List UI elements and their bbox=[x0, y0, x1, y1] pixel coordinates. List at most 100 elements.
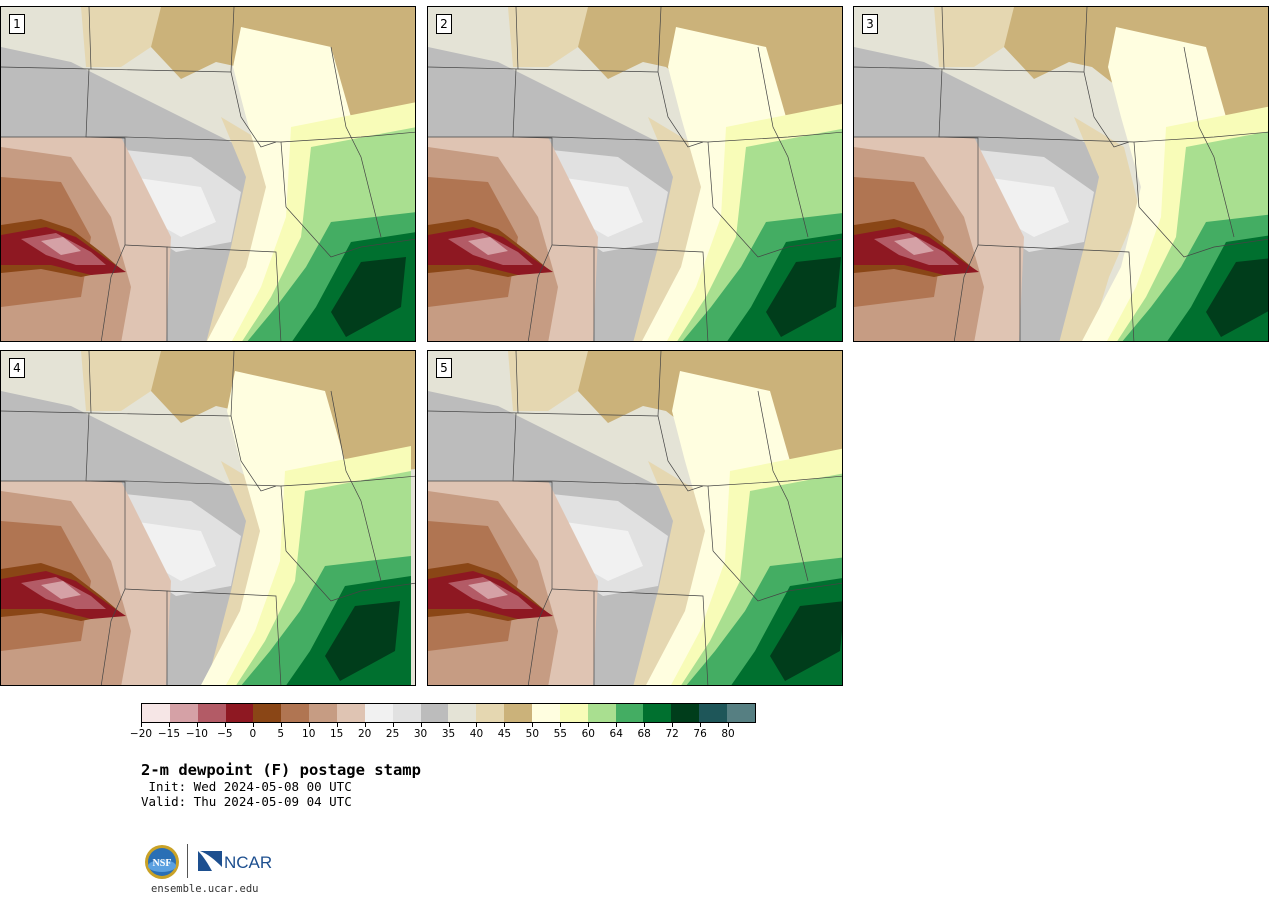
colorbar-tick bbox=[224, 723, 226, 727]
colorbar-swatch bbox=[225, 704, 254, 722]
colorbar-tick bbox=[336, 723, 338, 727]
dewpoint-contour bbox=[207, 27, 351, 341]
state-border bbox=[757, 46, 809, 238]
state-border bbox=[428, 480, 714, 552]
state-border bbox=[1133, 131, 1268, 143]
colorbar-tick bbox=[280, 723, 282, 727]
state-border bbox=[85, 412, 126, 589]
dewpoint-contour bbox=[468, 237, 508, 255]
ensemble-member-panel: 3 bbox=[853, 6, 1269, 342]
colorbar-tick bbox=[588, 723, 590, 727]
state-border bbox=[330, 46, 382, 238]
colorbar-tick-label: 55 bbox=[553, 728, 567, 740]
dewpoint-contour bbox=[81, 351, 161, 411]
ensemble-member-panel: 1 bbox=[0, 6, 416, 342]
colorbar-tick bbox=[504, 723, 506, 727]
panel-number: 2 bbox=[436, 14, 452, 34]
colorbar-swatch bbox=[476, 704, 505, 722]
dewpoint-contour bbox=[201, 371, 345, 685]
dewpoint-contour bbox=[1206, 258, 1268, 337]
colorbar-swatch bbox=[504, 704, 533, 722]
colorbar-ticks: −20 −15 −10 −5 0 5 10 15 20 25 30 35 40 45 50 55 60 64 68 7… bbox=[130, 723, 756, 743]
state-border bbox=[166, 246, 282, 341]
colorbar-swatch bbox=[364, 704, 393, 722]
state-border bbox=[1019, 246, 1135, 341]
dewpoint-contour bbox=[766, 257, 841, 337]
colorbar-swatch bbox=[197, 704, 226, 722]
colorbar-tick-label: 50 bbox=[525, 728, 540, 740]
colorbar-tick bbox=[728, 723, 730, 727]
source-url: ensemble.ucar.edu bbox=[151, 883, 259, 895]
state-border bbox=[1, 136, 287, 208]
colorbar-tick-label: 80 bbox=[721, 728, 735, 740]
colorbar-swatch bbox=[587, 704, 616, 722]
logo-group: NSF NCAR bbox=[144, 842, 274, 882]
colorbar-tick bbox=[700, 723, 702, 727]
state-border bbox=[285, 550, 415, 602]
colorbar-tick bbox=[392, 723, 394, 727]
colorbar-swatch bbox=[559, 704, 588, 722]
colorbar-tick bbox=[364, 723, 366, 727]
colorbar-tick bbox=[252, 723, 254, 727]
dewpoint-contour bbox=[1059, 117, 1139, 341]
panel-number: 3 bbox=[862, 14, 878, 34]
dewpoint-contour bbox=[646, 371, 790, 685]
dewpoint-contour bbox=[331, 257, 406, 337]
colorbar-swatch bbox=[309, 704, 338, 722]
colorbar-swatch bbox=[643, 704, 672, 722]
dewpoint-contour bbox=[770, 601, 842, 681]
state-border bbox=[527, 244, 553, 341]
colorbar-tick bbox=[420, 723, 422, 727]
colorbar-tick bbox=[196, 723, 198, 727]
state-border bbox=[330, 390, 382, 582]
colorbar-swatch bbox=[615, 704, 644, 722]
svg-text:NSF: NSF bbox=[153, 858, 172, 869]
dewpoint-map bbox=[428, 7, 842, 341]
colorbar-tick-label: 5 bbox=[277, 728, 285, 740]
dewpoint-contour bbox=[633, 461, 713, 685]
dewpoint-map bbox=[428, 351, 842, 685]
colorbar-swatch bbox=[448, 704, 477, 722]
dewpoint-contour bbox=[131, 521, 216, 581]
colorbar-tick-label: 20 bbox=[357, 728, 372, 740]
dewpoint-contour bbox=[41, 237, 81, 255]
dewpoint-contour bbox=[894, 237, 934, 255]
colorbar-tick-label: 64 bbox=[609, 728, 623, 740]
state-border bbox=[707, 475, 842, 487]
panel-number: 1 bbox=[9, 14, 25, 34]
dewpoint-contour bbox=[468, 581, 508, 599]
state-border bbox=[1083, 71, 1130, 148]
state-border bbox=[1138, 206, 1268, 258]
colorbar-tick bbox=[560, 723, 562, 727]
colorbar-tick-label: −15 bbox=[157, 728, 181, 740]
dewpoint-map bbox=[1, 351, 415, 685]
ensemble-member-panel: 5 bbox=[427, 350, 843, 686]
state-border bbox=[707, 131, 842, 143]
colorbar-tick-label: 72 bbox=[665, 728, 679, 740]
state-border bbox=[938, 68, 979, 245]
state-border bbox=[230, 415, 277, 492]
state-border bbox=[512, 412, 553, 589]
colorbar-swatch bbox=[420, 704, 449, 722]
colorbar-tick-label: 10 bbox=[302, 728, 316, 740]
dewpoint-contour bbox=[508, 7, 588, 67]
state-border bbox=[757, 390, 809, 582]
colorbar-swatch bbox=[169, 704, 198, 722]
colorbar-tick-label: 35 bbox=[441, 728, 456, 740]
colorbar-swatch bbox=[281, 704, 310, 722]
svg-text:NCAR: NCAR bbox=[224, 853, 272, 872]
colorbar-tick-label: 0 bbox=[249, 728, 257, 740]
colorbar-tick-label: 60 bbox=[581, 728, 595, 740]
state-border bbox=[280, 131, 415, 143]
dewpoint-contour bbox=[41, 581, 81, 599]
colorbar-tick-label: 30 bbox=[413, 728, 428, 740]
state-border bbox=[712, 206, 842, 258]
colorbar-swatch bbox=[532, 704, 560, 722]
colorbar-swatch bbox=[253, 704, 282, 722]
state-border bbox=[953, 244, 979, 341]
dewpoint-contour bbox=[934, 7, 1014, 67]
colorbar-tick-label: −10 bbox=[185, 728, 208, 740]
colorbar-tick-label: 40 bbox=[469, 728, 484, 740]
dewpoint-map bbox=[1, 7, 415, 341]
state-border bbox=[85, 68, 126, 245]
